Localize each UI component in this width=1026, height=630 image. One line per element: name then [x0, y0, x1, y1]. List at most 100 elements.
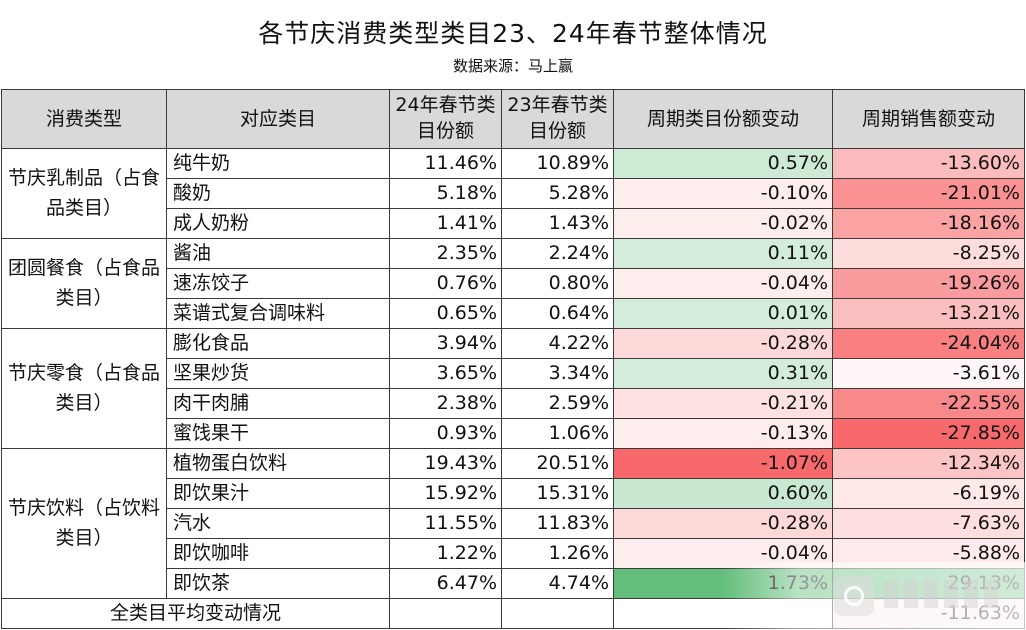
consumption-type-cell: 团圆餐食（占食品类目） — [1, 238, 167, 329]
category-cell: 即饮果汁 — [166, 478, 390, 509]
sales-change-cell: -13.21% — [832, 298, 1025, 329]
sales-change-cell: -24.04% — [832, 328, 1025, 359]
share-change-cell: 0.60% — [613, 478, 833, 509]
share-24-cell: 0.76% — [389, 268, 502, 299]
sales-change-cell: -8.25% — [832, 238, 1025, 269]
consumption-type-cell: 节庆零食（占食品类目） — [1, 328, 167, 449]
summary-sales-change-cell: -11.63% — [832, 598, 1025, 629]
header-consumption-type: 消费类型 — [1, 89, 167, 149]
table-row: 酸奶 5.18% 5.28% -0.10% -21.01% — [2, 178, 1025, 209]
share-23-cell: 0.80% — [501, 268, 614, 299]
share-23-cell: 4.74% — [501, 568, 614, 599]
table-row: 坚果炒货 3.65% 3.34% 0.31% -3.61% — [2, 358, 1025, 389]
category-cell: 酸奶 — [166, 178, 390, 209]
sales-change-cell: -27.85% — [832, 418, 1025, 449]
title-block: 各节庆消费类型类目23、24年春节整体情况 数据来源：马上赢 — [0, 0, 1026, 88]
share-change-cell: 0.01% — [613, 298, 833, 329]
table-row: 成人奶粉 1.41% 1.43% -0.02% -18.16% — [2, 208, 1025, 239]
share-23-cell: 1.06% — [501, 418, 614, 449]
header-share-change: 周期类目份额变动 — [613, 89, 833, 149]
category-cell: 汽水 — [166, 508, 390, 539]
share-23-cell: 11.83% — [501, 508, 614, 539]
header-share-24: 24年春节类目份额 — [389, 89, 502, 149]
data-source: 数据来源：马上赢 — [452, 57, 573, 75]
share-23-cell: 1.26% — [501, 538, 614, 569]
share-change-cell: 0.31% — [613, 358, 833, 389]
table-row: 团圆餐食（占食品类目） 酱油 2.35% 2.24% 0.11% -8.25% — [1, 238, 1025, 329]
share-24-cell: 6.47% — [389, 568, 502, 599]
share-24-cell: 0.65% — [389, 298, 502, 329]
header-row: 消费类型 对应类目 24年春节类目份额 23年春节类目份额 周期类目份额变动 周… — [1, 89, 1025, 149]
share-24-cell: 0.93% — [389, 418, 502, 449]
share-change-cell: -0.28% — [613, 508, 833, 539]
summary-empty-cell — [501, 598, 614, 629]
category-cell: 速冻饺子 — [166, 268, 390, 299]
category-cell: 植物蛋白饮料 — [166, 448, 390, 479]
share-24-cell: 3.65% — [389, 358, 502, 389]
share-23-cell: 2.59% — [501, 388, 614, 419]
share-24-cell: 2.35% — [389, 238, 502, 269]
share-23-cell: 1.43% — [501, 208, 614, 239]
category-cell: 成人奶粉 — [166, 208, 390, 239]
summary-label: 全类目平均变动情况 — [1, 598, 390, 629]
share-23-cell: 2.24% — [501, 238, 614, 269]
category-cell: 肉干肉脯 — [166, 388, 390, 419]
share-23-cell: 3.34% — [501, 358, 614, 389]
sales-change-cell: -5.88% — [832, 538, 1025, 569]
share-24-cell: 11.55% — [389, 508, 502, 539]
table-row: 节庆乳制品（占食品类目） 纯牛奶 11.46% 10.89% 0.57% -13.60% — [1, 148, 1025, 239]
sales-change-cell: -18.16% — [832, 208, 1025, 239]
sales-change-cell: -13.60% — [832, 148, 1025, 179]
page-title: 各节庆消费类型类目23、24年春节整体情况 — [258, 19, 768, 48]
share-24-cell: 3.94% — [389, 328, 502, 359]
share-change-cell: -0.13% — [613, 418, 833, 449]
sales-change-cell: -7.63% — [832, 508, 1025, 539]
share-change-cell: -0.04% — [613, 538, 833, 569]
table-row: 即饮果汁 15.92% 15.31% 0.60% -6.19% — [2, 478, 1025, 509]
share-23-cell: 5.28% — [501, 178, 614, 209]
consumption-type-cell: 节庆饮料（占饮料类目） — [1, 448, 167, 599]
share-23-cell: 15.31% — [501, 478, 614, 509]
share-23-cell: 4.22% — [501, 328, 614, 359]
category-cell: 即饮咖啡 — [166, 538, 390, 569]
share-change-cell: -0.21% — [613, 388, 833, 419]
table-row: 节庆饮料（占饮料类目） 植物蛋白饮料 19.43% 20.51% -1.07% -12.3… — [1, 448, 1025, 599]
category-cell: 酱油 — [166, 238, 390, 269]
consumption-type-cell: 节庆乳制品（占食品类目） — [1, 148, 167, 239]
share-24-cell: 19.43% — [389, 448, 502, 479]
category-cell: 蜜饯果干 — [166, 418, 390, 449]
sales-change-cell: 29.13% — [832, 568, 1025, 599]
sales-change-cell: -12.34% — [832, 448, 1025, 479]
table-row: 速冻饺子 0.76% 0.80% -0.04% -19.26% — [2, 268, 1025, 299]
share-24-cell: 1.22% — [389, 538, 502, 569]
category-cell: 膨化食品 — [166, 328, 390, 359]
share-change-cell: -0.04% — [613, 268, 833, 299]
share-change-cell: 0.11% — [613, 238, 833, 269]
share-24-cell: 11.46% — [389, 148, 502, 179]
summary-row: 全类目平均变动情况 -11.63% — [1, 598, 1025, 629]
share-change-cell: -0.02% — [613, 208, 833, 239]
share-23-cell: 10.89% — [501, 148, 614, 179]
table-row: 汽水 11.55% 11.83% -0.28% -7.63% — [2, 508, 1025, 539]
share-24-cell: 2.38% — [389, 388, 502, 419]
sales-change-cell: -3.61% — [832, 358, 1025, 389]
table-row: 节庆零食（占食品类目） 膨化食品 3.94% 4.22% -0.28% -24.04% — [1, 328, 1025, 449]
category-cell: 纯牛奶 — [166, 148, 390, 179]
sales-change-cell: -21.01% — [832, 178, 1025, 209]
share-23-cell: 20.51% — [501, 448, 614, 479]
header-sales-change: 周期销售额变动 — [832, 89, 1025, 149]
share-23-cell: 0.64% — [501, 298, 614, 329]
table-row: 肉干肉脯 2.38% 2.59% -0.21% -22.55% — [2, 388, 1025, 419]
share-change-cell: 1.73% — [613, 568, 833, 599]
summary-empty-cell — [389, 598, 502, 629]
share-change-cell: -1.07% — [613, 448, 833, 479]
share-24-cell: 5.18% — [389, 178, 502, 209]
share-24-cell: 15.92% — [389, 478, 502, 509]
share-change-cell: -0.28% — [613, 328, 833, 359]
share-change-cell: 0.57% — [613, 148, 833, 179]
category-cell: 坚果炒货 — [166, 358, 390, 389]
table-header: 消费类型 对应类目 24年春节类目份额 23年春节类目份额 周期类目份额变动 周… — [1, 89, 1025, 149]
share-24-cell: 1.41% — [389, 208, 502, 239]
table-row: 菜谱式复合调味料 0.65% 0.64% 0.01% -13.21% — [2, 298, 1025, 329]
